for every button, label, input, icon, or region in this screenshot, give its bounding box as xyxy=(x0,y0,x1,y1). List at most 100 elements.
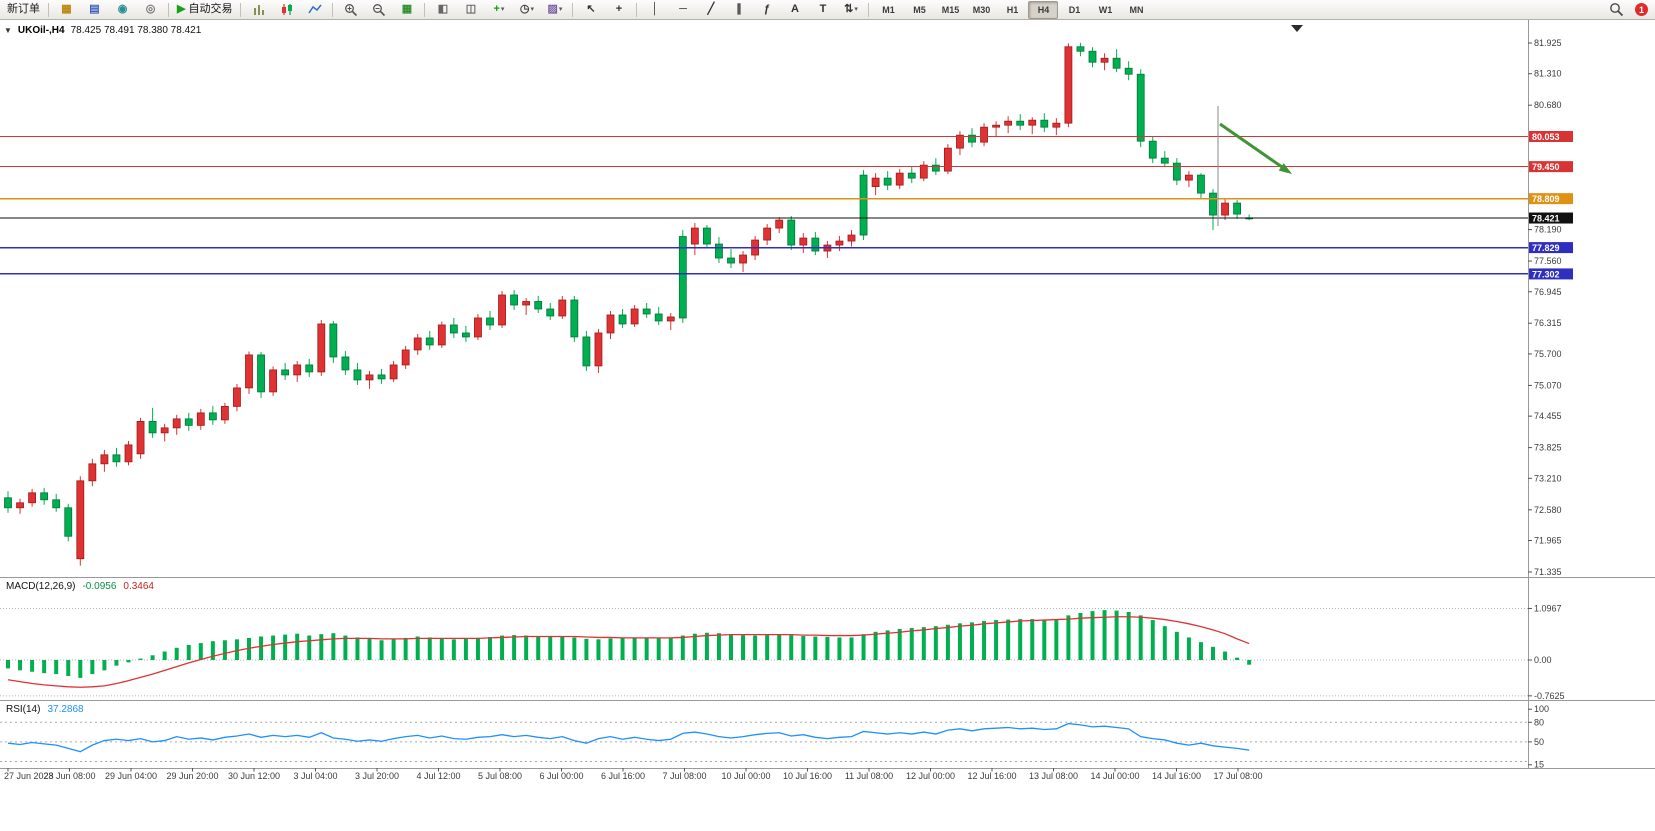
zoom-in-icon[interactable] xyxy=(337,0,364,19)
candle xyxy=(437,321,446,348)
candle xyxy=(968,128,976,148)
chart-canvas[interactable]: 81.925 81.310 80.680 78.190 77.560 76.945 76.3… xyxy=(0,20,1655,831)
symbol-dropdown-icon[interactable]: ▼ xyxy=(4,26,12,35)
candle xyxy=(1160,151,1169,168)
horizontal-line-icon[interactable]: ─ xyxy=(669,0,696,19)
text-icon: A xyxy=(790,3,799,15)
chevron-down-icon: ▾ xyxy=(558,6,563,13)
price-tick-label: 71.335 xyxy=(1534,567,1562,577)
price-tick-label: 72.580 xyxy=(1534,505,1562,515)
toolbar-separator xyxy=(424,2,426,17)
trend-arrow-line xyxy=(1219,122,1283,169)
cascade-windows-icon[interactable]: ◧ xyxy=(429,0,456,19)
bar-chart-icon[interactable] xyxy=(245,0,272,19)
tile-vertical-icon: ◫ xyxy=(465,3,477,15)
candle xyxy=(1185,171,1193,188)
candle xyxy=(522,297,531,315)
candle xyxy=(401,345,410,369)
price-tick-label: 81.310 xyxy=(1534,69,1562,79)
search-icon[interactable] xyxy=(1603,0,1630,19)
timeframe-h4[interactable]: H4 xyxy=(1028,0,1059,19)
line-chart-icon[interactable] xyxy=(301,0,328,19)
auto-trading-button[interactable]: ▶ 自动交易 xyxy=(173,0,236,19)
candle xyxy=(208,405,217,425)
timeframe-m30[interactable]: M30 xyxy=(972,4,991,15)
crosshair-icon: + xyxy=(615,3,623,15)
crosshair-icon[interactable]: + xyxy=(605,0,632,19)
zoom-out-icon[interactable] xyxy=(365,0,392,19)
equidistant-channel-icon: ∥ xyxy=(736,3,742,15)
candle xyxy=(100,449,109,472)
rsi-axis-label: 50 xyxy=(1534,737,1544,747)
price-tick-label: 81.925 xyxy=(1534,38,1562,48)
indicators-icon[interactable]: + ▾ xyxy=(485,0,512,19)
candle xyxy=(1148,136,1157,164)
periods-icon[interactable]: ◷ ▾ xyxy=(513,0,540,19)
timeframe-mn[interactable]: MN xyxy=(1129,4,1144,15)
price-tag-label: 77.302 xyxy=(1532,269,1560,279)
text-icon[interactable]: A xyxy=(781,0,808,19)
tile-vertical-icon[interactable]: ◫ xyxy=(457,0,484,19)
candle xyxy=(4,491,12,513)
price-tick-label: 73.210 xyxy=(1534,473,1562,483)
candle xyxy=(281,362,290,380)
candle xyxy=(257,351,265,398)
timeframe-m5[interactable]: M5 xyxy=(913,4,926,15)
arrows-icon[interactable]: ⇅ ▾ xyxy=(837,0,864,19)
price-level-lines[interactable] xyxy=(0,135,1528,275)
price-tag xyxy=(1529,131,1573,143)
timeframe-d1[interactable]: D1 xyxy=(1068,4,1081,15)
text-label-icon[interactable]: T xyxy=(809,0,836,19)
candle xyxy=(630,304,639,327)
candle xyxy=(606,310,615,339)
rsi-pane: 100 80 50 15 xyxy=(0,704,1549,770)
rsi-name: RSI(14) xyxy=(6,704,41,715)
chevron-down-icon: ▾ xyxy=(500,6,505,13)
new-order-button[interactable]: 新订单 xyxy=(7,3,40,15)
candle xyxy=(715,237,723,264)
data-window-icon[interactable]: ◎ xyxy=(137,0,164,19)
time-axis-label: 14 Jul 16:00 xyxy=(1152,771,1201,781)
tile-windows-icon[interactable]: ▦ xyxy=(393,0,420,19)
time-axis-label: 17 Jul 08:00 xyxy=(1213,771,1262,781)
candle xyxy=(124,440,133,466)
trendline-icon[interactable]: ╱ xyxy=(697,0,724,19)
rsi-value: 37.2868 xyxy=(47,704,84,715)
candle xyxy=(835,236,844,252)
candles xyxy=(4,42,1254,566)
chevron-down-icon: ▾ xyxy=(530,6,535,13)
data-window-icon: ◎ xyxy=(145,3,156,15)
time-axis-label: 14 Jul 00:00 xyxy=(1090,771,1139,781)
timeframe-w1[interactable]: W1 xyxy=(1098,4,1113,15)
market-watch-icon[interactable]: ◉ xyxy=(109,0,136,19)
timeframe-h1[interactable]: H1 xyxy=(1006,4,1019,15)
candle xyxy=(907,166,916,184)
notification-badge[interactable]: 1 xyxy=(1635,3,1648,16)
candle xyxy=(317,319,326,376)
equidistant-channel-icon[interactable]: ∥ xyxy=(725,0,752,19)
time-axis-label: 5 Jul 08:00 xyxy=(478,771,522,781)
vertical-line-icon[interactable]: │ xyxy=(641,0,668,19)
candlestick-chart-icon[interactable] xyxy=(273,0,300,19)
candle xyxy=(389,360,398,382)
time-axis-label: 12 Jul 16:00 xyxy=(967,771,1016,781)
price-axis[interactable]: 81.925 81.310 80.680 78.190 77.560 76.945 76.3… xyxy=(1528,38,1573,577)
timeframe-m1[interactable]: M1 xyxy=(882,4,895,15)
timeframe-m15[interactable]: M15 xyxy=(941,4,960,15)
new-chart-icon[interactable]: ▦ xyxy=(53,0,80,19)
templates-icon[interactable]: ▨ ▾ xyxy=(541,0,568,19)
fibonacci-icon[interactable]: ƒ xyxy=(753,0,780,19)
candle xyxy=(341,350,350,375)
candle xyxy=(811,232,820,256)
candle xyxy=(1100,53,1109,71)
time-axis-label: 6 Jul 00:00 xyxy=(539,771,583,781)
candle xyxy=(365,370,374,389)
profiles-icon[interactable]: ▤ xyxy=(81,0,108,19)
rsi-axis-label: 80 xyxy=(1534,717,1544,727)
cursor-icon[interactable]: ↖ xyxy=(577,0,604,19)
price-tag xyxy=(1529,242,1573,254)
candle xyxy=(184,412,193,431)
market-watch-icon: ◉ xyxy=(117,3,128,15)
arrows-icon: ⇅ xyxy=(844,3,854,15)
